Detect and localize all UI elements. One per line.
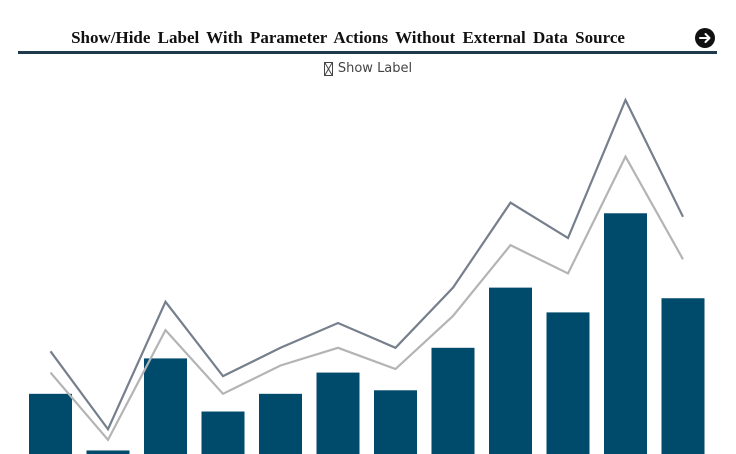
checkbox-unchecked-icon[interactable] bbox=[323, 61, 333, 76]
bar-7[interactable] bbox=[374, 390, 417, 454]
bar-5[interactable] bbox=[259, 393, 302, 454]
bar-8[interactable] bbox=[431, 347, 475, 454]
line-series-1 bbox=[49, 97, 684, 432]
arrow-right-circle-icon bbox=[699, 33, 711, 43]
bar-9[interactable] bbox=[489, 287, 532, 454]
bar-12[interactable] bbox=[661, 298, 705, 454]
bar-2[interactable] bbox=[86, 450, 130, 454]
show-label-toggle[interactable]: Show Label bbox=[0, 61, 736, 76]
dashboard-header: Show/Hide Label With Parameter Actions W… bbox=[18, 20, 718, 54]
show-label-text: Show Label bbox=[337, 61, 413, 76]
header-divider bbox=[18, 51, 717, 54]
bar-11[interactable] bbox=[604, 213, 647, 454]
bar-4[interactable] bbox=[201, 411, 245, 454]
line-series-2 bbox=[49, 154, 684, 442]
dashboard-title: Show/Hide Label With Parameter Actions W… bbox=[71, 28, 625, 47]
bar-6[interactable] bbox=[316, 372, 360, 454]
bar-1[interactable] bbox=[29, 393, 72, 454]
next-button[interactable] bbox=[695, 28, 715, 48]
bar-10[interactable] bbox=[546, 312, 590, 454]
bar-3[interactable] bbox=[144, 358, 187, 454]
